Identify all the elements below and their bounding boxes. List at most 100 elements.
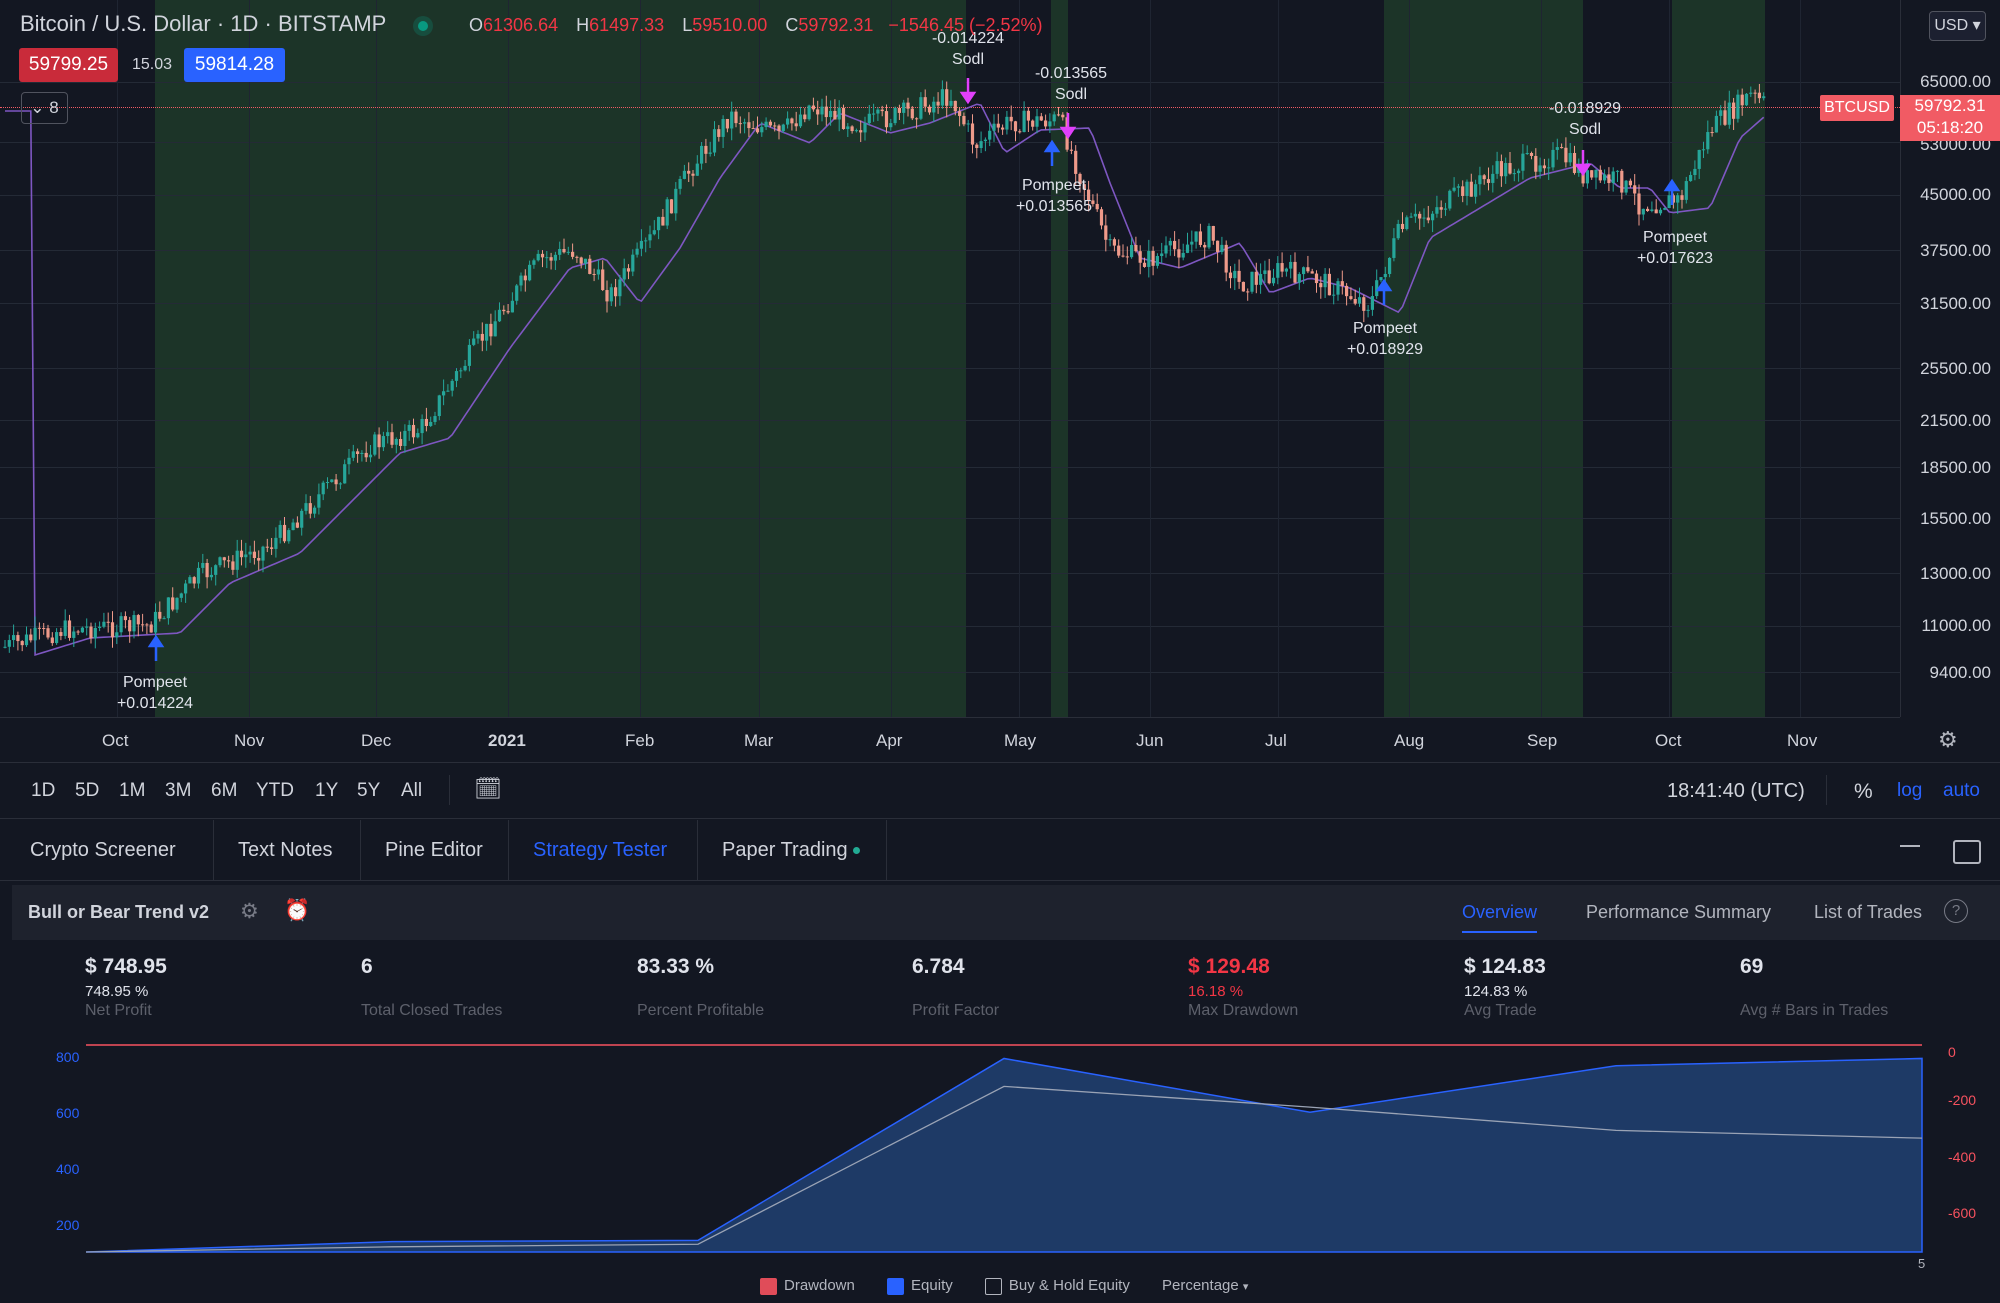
candle-body <box>1525 152 1529 154</box>
utc-clock[interactable]: 18:41:40 (UTC) <box>1667 780 1805 802</box>
auto-scale-toggle[interactable]: auto <box>1943 780 1980 801</box>
range-5y-button[interactable]: 5Y <box>357 780 381 801</box>
range-1y-button[interactable]: 1Y <box>315 780 339 801</box>
candle-body <box>519 275 523 286</box>
candle-body <box>3 646 7 648</box>
candle-body <box>265 546 269 548</box>
candle-body <box>923 97 927 107</box>
tab-pine-editor[interactable]: Pine Editor <box>363 820 509 880</box>
candle-body <box>1125 256 1129 258</box>
candle-body <box>949 100 953 106</box>
percent-scale-toggle[interactable]: % <box>1854 780 1873 803</box>
candle-body <box>932 101 936 113</box>
maximize-icon[interactable] <box>1953 840 1981 864</box>
candle-body <box>669 199 674 214</box>
range-all-button[interactable]: All <box>401 780 423 801</box>
range-3m-button[interactable]: 3M <box>165 780 192 801</box>
candle-body <box>1155 256 1159 266</box>
candle-body <box>1757 92 1761 99</box>
equity-axis-label: 200 <box>56 1217 80 1233</box>
tab-performance-summary[interactable]: Performance Summary <box>1586 902 1772 922</box>
candle-body <box>42 628 46 630</box>
candle-body <box>1013 121 1018 132</box>
candle-body <box>1254 271 1258 285</box>
trade-label: Pompeet +0.018929 <box>1346 320 1424 358</box>
candle-body <box>1714 115 1718 133</box>
drawdown-axis-label: -600 <box>1948 1205 1977 1221</box>
candle-body <box>1117 245 1121 256</box>
minimize-icon[interactable] <box>1900 845 1920 847</box>
candle-body <box>760 127 764 133</box>
candle-body <box>523 275 527 281</box>
help-icon[interactable]: ? <box>1944 899 1968 923</box>
candle-body <box>1736 94 1740 119</box>
legend-buy-hold[interactable]: Buy & Hold Equity <box>984 1277 1130 1295</box>
candle-body <box>1224 244 1228 273</box>
candle-body <box>270 547 274 549</box>
candle-body <box>738 123 742 125</box>
candle-body <box>141 624 145 626</box>
legend-equity[interactable]: Equity <box>887 1277 953 1295</box>
candle-body <box>781 124 785 132</box>
trade-label: -0.018929 Sodl <box>1548 100 1622 138</box>
candle-body <box>1547 167 1551 169</box>
candle-body <box>1598 169 1602 181</box>
candle-body <box>235 550 239 570</box>
range-6m-button[interactable]: 6M <box>211 780 238 801</box>
range-ytd-button[interactable]: YTD <box>256 780 294 801</box>
tab-strategy-tester[interactable]: Strategy Tester <box>511 820 698 880</box>
candle-body <box>1529 152 1534 156</box>
tab-crypto-screener[interactable]: Crypto Screener ⌄ <box>8 820 214 919</box>
alarm-icon[interactable]: ⏰ <box>284 899 311 922</box>
candle-body <box>467 344 471 366</box>
candle-body <box>820 106 824 115</box>
settings-icon[interactable]: ⚙ <box>240 900 259 923</box>
candle-body <box>919 97 923 119</box>
candle-body <box>764 121 768 128</box>
candle-body <box>201 562 205 568</box>
candle-body <box>579 257 583 264</box>
candle-body <box>403 430 407 446</box>
log-scale-toggle[interactable]: log <box>1897 780 1923 801</box>
legend-drawdown[interactable]: Drawdown <box>760 1277 855 1295</box>
candle-body <box>59 632 63 636</box>
range-1m-button[interactable]: 1M <box>119 780 146 801</box>
candle-body <box>338 483 342 485</box>
tab-text-notes[interactable]: Text Notes <box>216 820 361 880</box>
calendar-icon[interactable]: 🗓 <box>474 776 502 801</box>
trade-label: -0.014224 Sodl <box>931 30 1005 68</box>
range-5d-button[interactable]: 5D <box>75 780 100 801</box>
candle-body <box>1465 181 1469 196</box>
percentage-dropdown[interactable]: Percentage ▾ <box>1162 1277 1249 1294</box>
price-chart[interactable]: Pompeet +0.014224 -0.014224 Sodl -0.013565… <box>0 0 1900 717</box>
candle-body <box>1009 116 1013 122</box>
bull-band <box>1384 0 1583 717</box>
candle-body <box>1740 94 1744 106</box>
indicators-toggle-button[interactable]: ⌄ 8 <box>21 92 68 124</box>
candle-body <box>1091 200 1095 204</box>
tab-list-of-trades[interactable]: List of Trades <box>1814 902 1923 922</box>
candle-body <box>429 421 433 426</box>
buy-button[interactable]: 59814.28 <box>184 48 285 82</box>
candle-body <box>807 105 811 120</box>
candle-body <box>1078 173 1082 185</box>
candle-body <box>1474 184 1478 197</box>
candle-body <box>218 557 222 566</box>
candle-body <box>734 111 738 124</box>
range-1d-button[interactable]: 1D <box>31 780 56 801</box>
sell-button[interactable]: 59799.25 <box>19 48 118 82</box>
symbol-title[interactable]: Bitcoin / U.S. Dollar · 1D · BITSTAMP <box>20 11 429 37</box>
time-axis[interactable]: Oct Nov Dec 2021 Feb Mar Apr May Jun Jul… <box>0 717 1900 763</box>
candle-body <box>816 109 820 115</box>
gear-icon[interactable]: ⚙ <box>1938 727 1958 752</box>
candle-body <box>29 634 33 641</box>
candle-body <box>231 561 235 570</box>
candle-body <box>205 562 209 578</box>
candle-body <box>24 634 29 646</box>
tab-paper-trading[interactable]: Paper Trading <box>700 820 887 880</box>
currency-button[interactable]: USD ▾ <box>1929 11 1986 41</box>
candle-body <box>325 482 330 484</box>
sell-arrow-icon <box>959 78 1592 177</box>
candle-body <box>153 611 158 633</box>
tab-overview[interactable]: Overview <box>1462 902 1538 933</box>
